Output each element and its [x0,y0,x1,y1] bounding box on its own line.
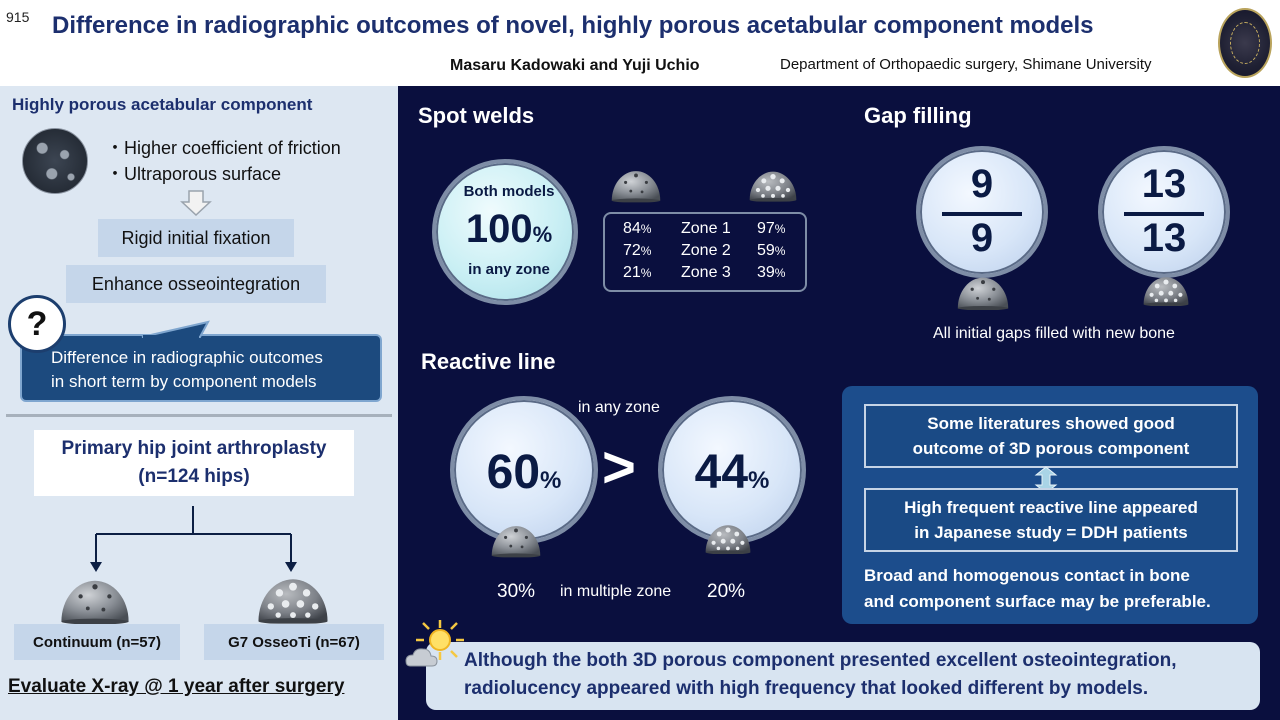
solid-cup-icon [58,576,132,624]
poster-title: Difference in radiographic outcomes of n… [52,12,1094,39]
porous-cup-icon [1142,272,1190,308]
fraction-numerator: 9 [970,162,994,206]
literature-box: Some literatures showed good outcome of … [864,404,1238,468]
zone-left-value: 72% [623,242,652,259]
porous-cup-icon [748,167,798,203]
background-panel: Highly porous acetabular component ・High… [0,86,398,720]
solid-cup-icon [610,167,662,203]
sun-cloud-icon [405,620,464,667]
zone-right-value: 39% [757,264,786,281]
study-line: Primary hip joint arthroplasty [61,438,327,459]
zone-left-value: 84% [623,220,652,237]
bubble-unit: % [532,222,553,247]
literature-line: High frequent reactive line appeared [904,498,1198,517]
bubble-number: 100 [465,207,533,251]
evaluation-note: Evaluate X-ray @ 1 year after surgery [8,676,345,697]
zone-right-value: 59% [757,242,786,259]
fraction-numerator: 13 [1141,162,1187,206]
conclusion-box: Although the both 3D porous component pr… [426,642,1260,710]
solid-cup-icon [490,522,542,558]
spot-welds-heading: Spot welds [418,103,535,128]
university-seal-icon [1218,8,1272,78]
literature-line: in Japanese study = DDH patients [914,523,1188,542]
any-zone-label: in any zone [578,399,660,416]
poster-number: 915 [6,9,30,25]
gap-filling-heading: Gap filling [864,103,972,128]
poster-header: 915 Difference in radiographic outcomes … [0,0,1280,84]
gap-fraction-bubble: 13 13 [1098,146,1230,278]
question-mark-icon: ? [8,295,66,353]
reactive-line-value: 60% [486,446,562,499]
authors: Masaru Kadowaki and Yuji Uchio [450,57,700,74]
bubble-value: 100% [436,207,582,252]
zone-label: Zone 2 [681,242,731,259]
fraction-bar [942,212,1022,216]
gap-filling-caption: All initial gaps filled with new bone [933,325,1175,342]
group-g7-osseoti: G7 OsseoTi (n=67) [204,624,384,660]
affiliation: Department of Orthopaedic surgery, Shima… [780,56,1152,73]
question-line: in short term by component models [51,372,317,391]
fraction-denominator: 13 [1141,216,1187,260]
reactive-line-value: 44% [694,446,770,499]
porous-cup-icon [256,574,330,624]
discussion-conclusion: Broad and homogenous contact in bone [864,566,1190,585]
spot-welds-bubble: Both models 100% in any zone [432,159,578,305]
multi-zone-value: 30% [497,581,536,602]
solid-cup-icon [956,274,1010,310]
bubble-top-label: Both models [463,183,555,200]
bubble-bottom-label: in any zone [468,261,550,278]
divider [6,414,392,417]
tree-connector [90,506,297,572]
literature-line: Some literatures showed good [927,414,1175,433]
fraction-denominator: 9 [970,216,994,260]
conclusion-line: Although the both 3D porous component pr… [464,650,1177,671]
osseointegration-box: Enhance osseointegration [66,265,326,303]
conclusion-line: radiolucency appeared with high frequenc… [464,678,1149,699]
porous-surface-icon [22,128,88,194]
group-continuum: Continuum (n=57) [14,624,180,660]
fixation-box: Rigid initial fixation [98,219,294,257]
discussion-conclusion: and component surface may be preferable. [864,592,1211,611]
down-arrow-icon [180,190,212,216]
feature-item: ・Ultraporous surface [106,164,282,184]
discussion-panel: Some literatures showed good outcome of … [842,386,1258,624]
results-panel: Spot welds Both models 100% in any zone … [398,86,1280,720]
literature-line: outcome of 3D porous component [912,439,1190,458]
reactive-line-bubble: 60% [450,396,598,544]
zone-right-value: 97% [757,220,786,237]
zone-table: 84% Zone 1 97% 72% Zone 2 59% 21% Zone 3… [603,212,807,292]
study-line: (n=124 hips) [138,466,250,487]
multi-zone-label: in multiple zone [560,583,672,600]
question-line: Difference in radiographic outcomes [51,348,323,367]
zone-left-value: 21% [623,264,652,281]
study-population-box: Primary hip joint arthroplasty (n=124 hi… [34,430,354,496]
callout-tail [141,320,210,338]
porous-cup-icon [704,520,752,556]
fraction-bar [1124,212,1204,216]
feature-item: ・Higher coefficient of friction [106,138,341,158]
question-callout: Difference in radiographic outcomes in s… [20,320,382,404]
gap-fraction-bubble: 9 9 [916,146,1048,278]
japanese-study-box: High frequent reactive line appeared in … [864,488,1238,552]
greater-than-sign: > [602,435,636,500]
zone-label: Zone 3 [681,264,731,281]
multi-zone-value: 20% [707,581,746,602]
reactive-line-heading: Reactive line [421,349,556,374]
zone-label: Zone 1 [681,220,731,237]
section-heading: Highly porous acetabular component [12,95,313,114]
